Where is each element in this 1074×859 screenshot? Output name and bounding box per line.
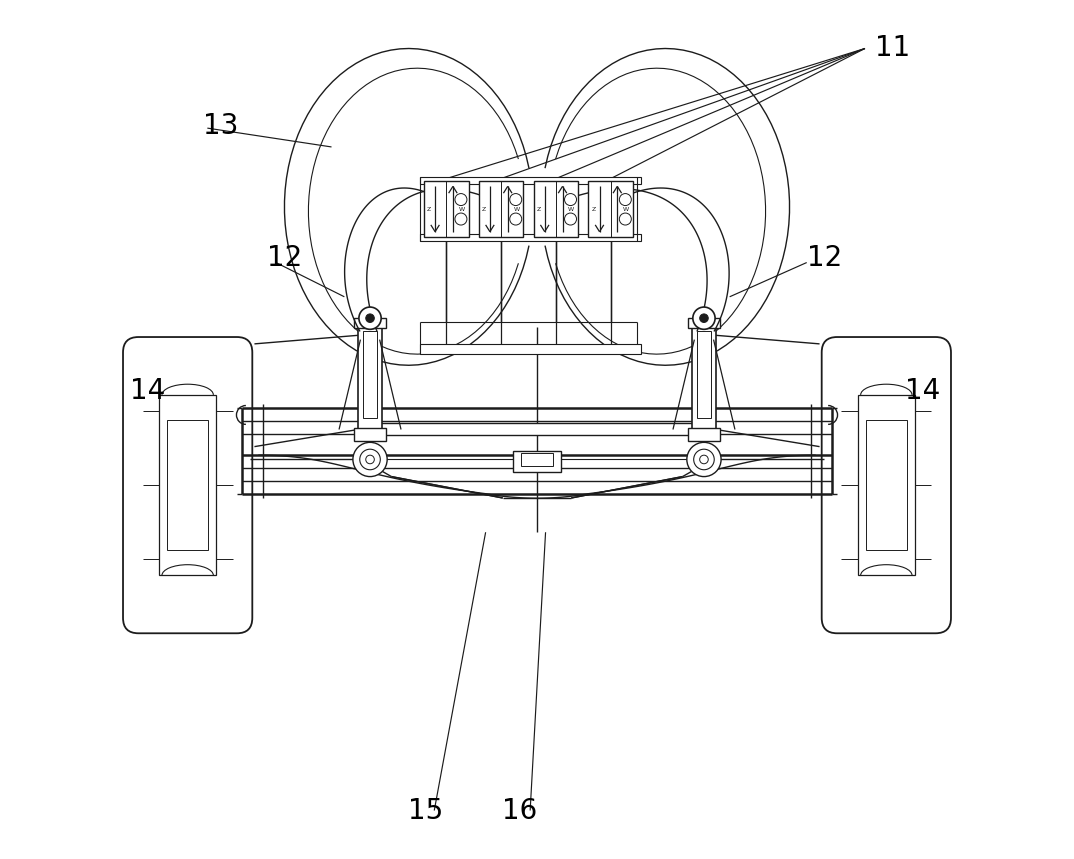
Text: Z: Z (427, 206, 432, 211)
Bar (513, 451, 561, 472)
Circle shape (510, 213, 522, 225)
Text: Z: Z (592, 206, 596, 211)
FancyBboxPatch shape (822, 337, 950, 633)
Bar (358, 322, 382, 438)
Text: W: W (568, 206, 575, 211)
Bar (688, 318, 720, 328)
Circle shape (694, 449, 714, 470)
Circle shape (565, 213, 577, 225)
Bar (479, 181, 523, 237)
Text: W: W (459, 206, 465, 211)
Circle shape (565, 193, 577, 205)
Bar (534, 181, 578, 237)
Bar (692, 322, 716, 438)
Bar (354, 318, 386, 328)
Text: 11: 11 (875, 34, 911, 63)
Bar (521, 454, 553, 466)
Circle shape (366, 455, 375, 464)
Bar (354, 428, 386, 441)
Bar (858, 395, 915, 576)
Bar (159, 395, 216, 576)
Bar (866, 420, 906, 550)
Text: W: W (513, 206, 520, 211)
Text: 16: 16 (503, 796, 537, 825)
Text: Z: Z (482, 206, 487, 211)
Bar (424, 181, 468, 237)
Circle shape (699, 314, 708, 322)
Circle shape (359, 307, 381, 329)
Circle shape (620, 213, 632, 225)
Bar (420, 177, 641, 184)
Bar (363, 331, 377, 417)
Text: Z: Z (537, 206, 541, 211)
Text: W: W (623, 206, 629, 211)
Circle shape (693, 307, 715, 329)
Bar (168, 420, 208, 550)
Circle shape (687, 442, 721, 477)
Circle shape (353, 442, 387, 477)
Circle shape (455, 193, 467, 205)
Bar (362, 423, 712, 436)
Circle shape (366, 314, 375, 322)
Circle shape (510, 193, 522, 205)
FancyBboxPatch shape (124, 337, 252, 633)
Circle shape (699, 455, 708, 464)
Text: 14: 14 (905, 377, 941, 405)
Text: 13: 13 (203, 112, 238, 139)
Text: 12: 12 (807, 244, 842, 272)
Bar (420, 344, 641, 354)
Bar (697, 331, 711, 417)
Text: 15: 15 (408, 796, 444, 825)
Circle shape (455, 213, 467, 225)
Bar (420, 235, 641, 241)
Circle shape (360, 449, 380, 470)
Text: 14: 14 (130, 377, 165, 405)
Bar (688, 428, 720, 441)
Bar (589, 181, 633, 237)
Circle shape (620, 193, 632, 205)
Text: 12: 12 (267, 244, 303, 272)
